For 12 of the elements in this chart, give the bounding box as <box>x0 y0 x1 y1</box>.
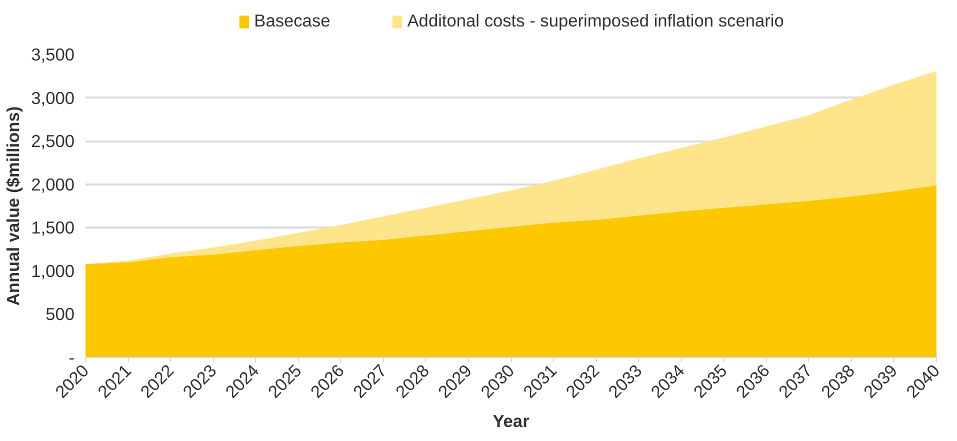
y-tick-label: - <box>68 348 75 368</box>
y-tick-label: 3,500 <box>31 44 75 64</box>
y-tick-label: 500 <box>46 304 75 324</box>
legend-label: Basecase <box>254 10 330 32</box>
y-tick-label: 2,500 <box>31 131 75 152</box>
y-tick-label: 1,500 <box>31 218 75 238</box>
y-axis-title: Annual value ($millions) <box>3 106 24 306</box>
x-axis-title: Year <box>492 411 530 432</box>
y-tick-label: 2,000 <box>31 174 75 194</box>
y-tick-label: 1,000 <box>31 260 75 281</box>
y-tick-label: 3,000 <box>31 88 75 108</box>
legend-label: Additonal costs - superimposed inflation scenario <box>407 10 784 32</box>
